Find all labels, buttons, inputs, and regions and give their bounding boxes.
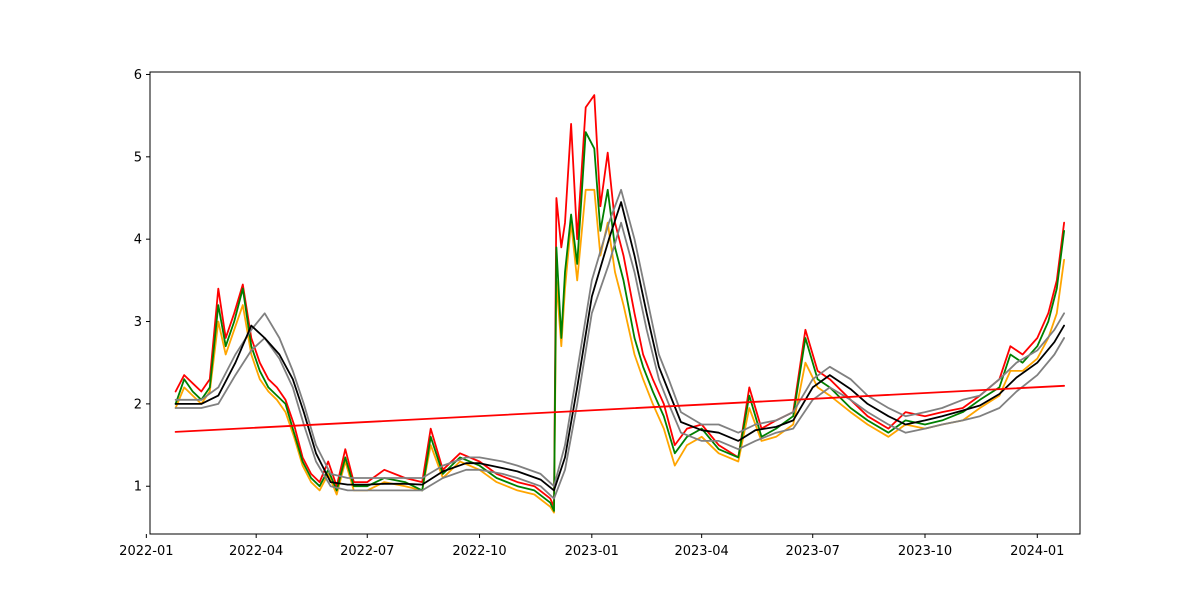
x-tick-label: 2023-01 — [565, 544, 619, 559]
series-line-6 — [174, 201, 1065, 492]
series-layer — [174, 94, 1065, 514]
series-line-4 — [174, 188, 1065, 488]
x-tick-label: 2024-01 — [1010, 544, 1064, 559]
plot-frame — [149, 71, 1081, 535]
y-tick-label: 6 — [134, 68, 142, 83]
x-tick-label: 2023-07 — [786, 544, 840, 559]
series-line-7 — [174, 384, 1065, 433]
x-tick-label: 2023-04 — [674, 544, 728, 559]
x-tick-label: 2022-10 — [452, 544, 506, 559]
x-tick-label: 2022-07 — [340, 544, 394, 559]
y-tick-label: 5 — [134, 150, 142, 165]
x-tick-label: 2022-01 — [119, 544, 173, 559]
x-tick-label: 2023-10 — [898, 544, 952, 559]
y-tick-label: 4 — [134, 233, 142, 248]
series-line-5 — [174, 221, 1065, 500]
x-axis: 2022-01 2022-04 2022-07 2022-10 2023-01 2023-… — [119, 534, 1064, 559]
y-tick-label: 1 — [134, 480, 142, 495]
series-line-1 — [174, 94, 1065, 508]
y-axis: 1 2 3 4 5 6 — [134, 68, 150, 495]
y-tick-label: 3 — [134, 315, 142, 330]
x-tick-label: 2022-04 — [229, 544, 283, 559]
y-tick-label: 2 — [134, 397, 142, 412]
series-line-3 — [174, 131, 1065, 512]
